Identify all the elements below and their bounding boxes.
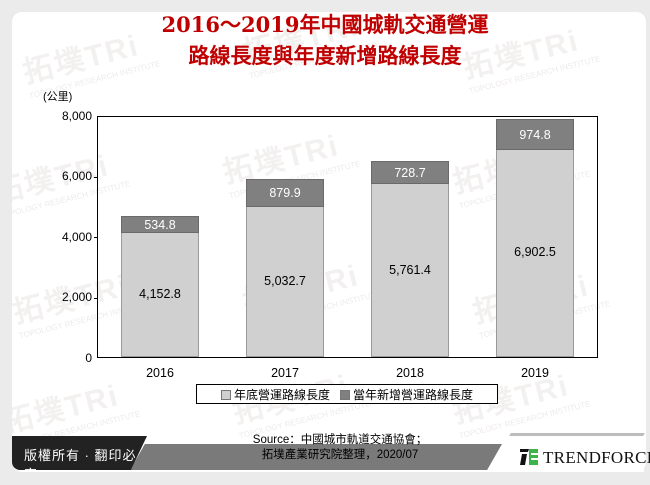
legend-item-series1: 年底營運路線長度: [220, 386, 330, 403]
bar-value-label: 5,761.4: [389, 263, 431, 277]
legend-label: 當年新增營運路線長度: [353, 387, 474, 402]
y-tick-label: 8,000: [61, 109, 92, 123]
trendforce-wordmark: TRENDFORCE: [543, 448, 650, 467]
y-tick-mark: [94, 298, 98, 299]
legend-swatch-icon: [340, 390, 350, 401]
bar-add-2016: 534.8: [121, 216, 199, 233]
bar-add-2018: 728.7: [371, 161, 449, 184]
trendforce-logo-icon: [520, 449, 538, 465]
y-tick-mark: [94, 237, 98, 238]
source-line2: 拓墣產業研究院整理，2020/07: [261, 449, 419, 461]
chart-title-line2: 路線長度與年度新增路線長度: [188, 43, 462, 68]
chart-legend: 年底營運路線長度 當年新增營運路線長度: [196, 384, 498, 404]
bar-value-label: 974.8: [519, 127, 551, 142]
brand-panel: [496, 438, 644, 472]
footer-band: [130, 444, 502, 470]
y-tick-label: 6,000: [61, 169, 92, 183]
y-tick-label: 2,000: [61, 290, 92, 304]
legend-swatch-icon: [220, 390, 231, 401]
copyright-text: 版權所有 · 翻印必究: [24, 448, 137, 482]
bar-value-label: 879.9: [269, 186, 301, 200]
plot-area: [97, 116, 598, 358]
bar-base-2018: 5,761.4: [371, 183, 449, 357]
bar-base-2017: 5,032.7: [246, 205, 324, 357]
logo-divider: [509, 433, 645, 436]
x-tick-label: 2018: [396, 366, 424, 380]
bar-base-2019: 6,902.5: [496, 148, 574, 357]
bar-add-2019: 974.8: [496, 119, 574, 150]
bar-base-2016: 4,152.8: [121, 231, 199, 357]
legend-label: 年底營運路線長度: [233, 387, 330, 402]
bar-value-label: 728.7: [394, 165, 426, 180]
x-tick-label: 2017: [271, 366, 299, 380]
bar-value-label: 534.8: [144, 217, 176, 232]
y-tick-mark: [94, 177, 98, 178]
y-tick-label: 4,000: [61, 230, 92, 244]
chart-title-line1: 2016～2019年中國城軌交通營運: [161, 12, 489, 37]
source-note: Source：中國城市軌道交通協會； 拓墣產業研究院整理，2020/07: [230, 433, 450, 463]
x-tick-label: 2019: [521, 366, 549, 380]
bar-value-label: 4,152.8: [139, 287, 181, 301]
bar-value-label: 6,902.5: [514, 245, 556, 259]
source-line1: Source：中國城市軌道交通協會；: [252, 434, 428, 446]
y-axis-unit: (公里): [43, 91, 73, 103]
y-tick-label: 0: [85, 351, 92, 365]
legend-item-series2: 當年新增營運路線長度: [340, 386, 473, 403]
bar-value-label: 5,032.7: [264, 274, 306, 288]
x-tick-label: 2016: [146, 366, 174, 380]
bar-add-2017: 879.9: [246, 179, 324, 207]
copyright-banner: 版權所有 · 翻印必究: [12, 436, 147, 470]
